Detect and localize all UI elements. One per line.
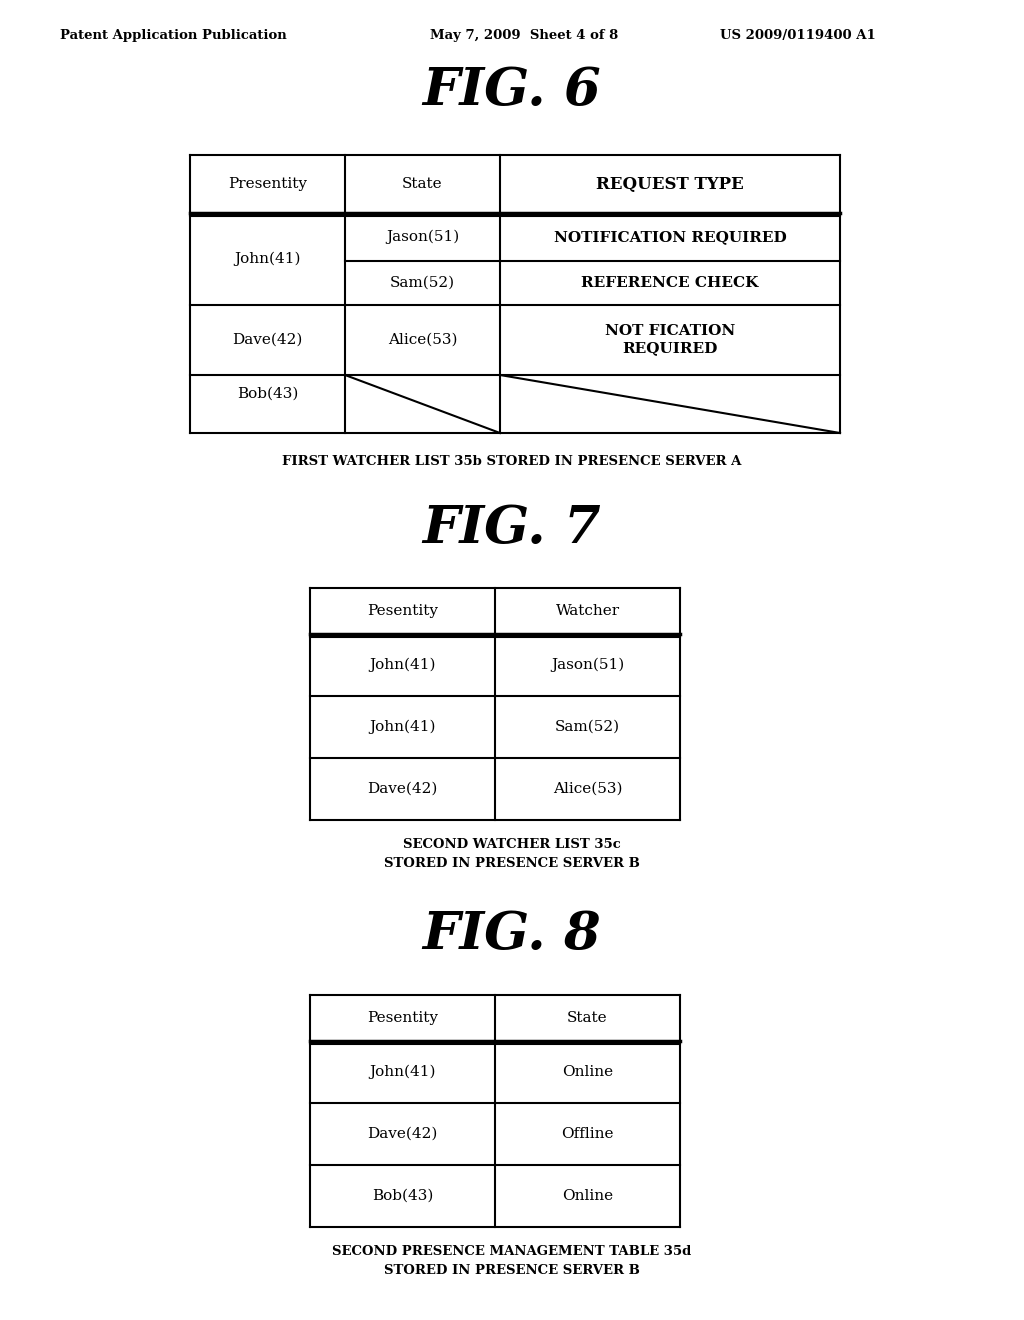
Text: Watcher: Watcher xyxy=(555,605,620,618)
Text: Sam(52): Sam(52) xyxy=(390,276,455,290)
Text: Alice(53): Alice(53) xyxy=(388,333,458,347)
Text: FIRST WATCHER LIST 35b STORED IN PRESENCE SERVER A: FIRST WATCHER LIST 35b STORED IN PRESENC… xyxy=(283,455,741,469)
Text: SECOND WATCHER LIST 35c
STORED IN PRESENCE SERVER B: SECOND WATCHER LIST 35c STORED IN PRESEN… xyxy=(384,838,640,870)
Text: State: State xyxy=(567,1011,608,1026)
Text: NOTIFICATION REQUIRED: NOTIFICATION REQUIRED xyxy=(554,230,786,244)
Text: US 2009/0119400 A1: US 2009/0119400 A1 xyxy=(720,29,876,41)
Text: May 7, 2009  Sheet 4 of 8: May 7, 2009 Sheet 4 of 8 xyxy=(430,29,618,41)
Text: Online: Online xyxy=(562,1065,613,1078)
Text: John(41): John(41) xyxy=(234,252,301,267)
Text: REQUEST TYPE: REQUEST TYPE xyxy=(596,176,743,193)
Text: State: State xyxy=(402,177,442,191)
Text: Pesentity: Pesentity xyxy=(367,605,438,618)
Text: Presentity: Presentity xyxy=(228,177,307,191)
Text: John(41): John(41) xyxy=(370,719,436,734)
Text: Patent Application Publication: Patent Application Publication xyxy=(60,29,287,41)
Text: FIG. 6: FIG. 6 xyxy=(423,65,601,116)
Text: SECOND PRESENCE MANAGEMENT TABLE 35d
STORED IN PRESENCE SERVER B: SECOND PRESENCE MANAGEMENT TABLE 35d STO… xyxy=(333,1245,691,1276)
Text: Bob(43): Bob(43) xyxy=(372,1189,433,1203)
Text: REFERENCE CHECK: REFERENCE CHECK xyxy=(582,276,759,290)
Text: John(41): John(41) xyxy=(370,1065,436,1080)
Text: Jason(51): Jason(51) xyxy=(386,230,459,244)
Text: NOT FICATION
REQUIRED: NOT FICATION REQUIRED xyxy=(605,325,735,355)
Text: Online: Online xyxy=(562,1189,613,1203)
Text: Pesentity: Pesentity xyxy=(367,1011,438,1026)
Text: John(41): John(41) xyxy=(370,657,436,672)
Text: FIG. 8: FIG. 8 xyxy=(423,909,601,961)
Text: Offline: Offline xyxy=(561,1127,613,1140)
Text: Dave(42): Dave(42) xyxy=(368,781,437,796)
Text: Jason(51): Jason(51) xyxy=(551,657,624,672)
Text: Bob(43): Bob(43) xyxy=(237,387,298,401)
Text: Dave(42): Dave(42) xyxy=(232,333,303,347)
Text: FIG. 7: FIG. 7 xyxy=(423,503,601,553)
Text: Sam(52): Sam(52) xyxy=(555,719,621,734)
Text: Dave(42): Dave(42) xyxy=(368,1127,437,1140)
Text: Alice(53): Alice(53) xyxy=(553,781,623,796)
